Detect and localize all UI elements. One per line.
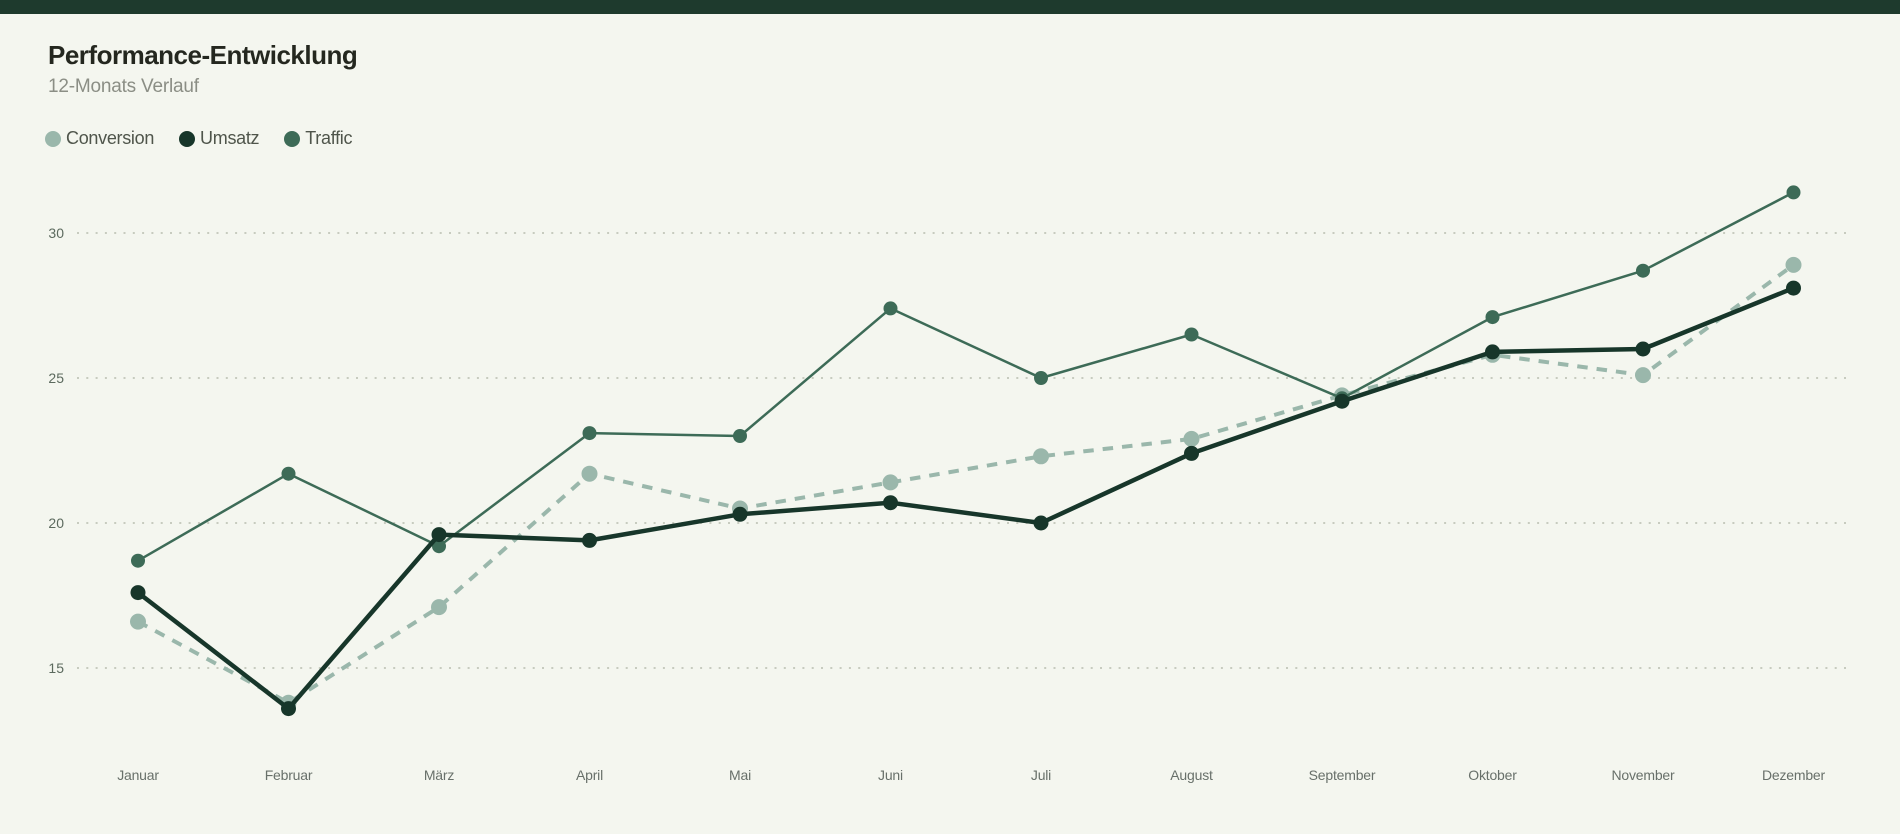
x-tick-label: September: [1309, 767, 1376, 783]
data-point-umsatz-august[interactable]: [1184, 445, 1199, 461]
page-title: Performance-Entwicklung: [48, 40, 358, 70]
legend-label: Umsatz: [200, 128, 260, 148]
data-point-umsatz-dezember[interactable]: [1786, 280, 1801, 296]
data-point-conversion-juni[interactable]: [882, 474, 899, 491]
y-axis-labels: 30 25 20 15: [48, 225, 64, 676]
x-tick-label: Oktober: [1468, 767, 1517, 783]
y-tick-label: 30: [48, 225, 64, 241]
y-tick-label: 25: [48, 370, 64, 386]
x-tick-label: Mai: [729, 767, 751, 783]
series-line-conversion: [137, 263, 1795, 705]
x-axis-labels: Januar Februar März April Mai Juni Juli August S…: [117, 767, 1826, 783]
data-point-traffic-märz[interactable]: [432, 539, 446, 554]
x-tick-label: Januar: [117, 767, 159, 783]
page-subtitle: 12-Monats Verlauf: [48, 76, 199, 97]
data-point-conversion-märz[interactable]: [431, 599, 447, 616]
legend-item-conversion[interactable]: Conversion: [45, 128, 154, 149]
data-point-umsatz-oktober[interactable]: [1485, 344, 1500, 360]
chart-header: Performance-Entwicklung 12-Monats Verlau…: [48, 40, 358, 99]
data-point-conversion-dezember[interactable]: [1785, 256, 1802, 273]
series-conversion: [130, 256, 1802, 711]
data-point-traffic-februar[interactable]: [281, 466, 296, 481]
y-tick-label: 15: [48, 660, 64, 676]
data-point-conversion-april[interactable]: [581, 465, 598, 482]
x-tick-label: Juli: [1031, 767, 1051, 783]
data-point-umsatz-mai[interactable]: [732, 506, 748, 522]
data-point-traffic-november[interactable]: [1636, 263, 1650, 278]
x-tick-label: Februar: [265, 767, 313, 783]
data-point-conversion-august[interactable]: [1183, 430, 1200, 447]
data-point-traffic-januar[interactable]: [131, 553, 145, 568]
legend-item-traffic[interactable]: Traffic: [284, 128, 352, 149]
x-tick-label: März: [424, 767, 455, 783]
y-tick-label: 20: [48, 515, 64, 531]
legend-dot-umsatz: [179, 130, 196, 147]
x-tick-label: Juni: [878, 767, 903, 783]
x-tick-label: August: [1170, 767, 1213, 783]
data-point-umsatz-juni[interactable]: [883, 495, 898, 511]
x-tick-label: Dezember: [1762, 767, 1826, 783]
data-point-traffic-august[interactable]: [1184, 327, 1199, 342]
legend-item-umsatz[interactable]: Umsatz: [179, 128, 260, 149]
data-point-umsatz-februar[interactable]: [281, 701, 296, 717]
data-point-umsatz-januar[interactable]: [130, 585, 146, 601]
series-traffic: [131, 185, 1801, 568]
series-line-umsatz: [135, 285, 1796, 711]
legend-dot-conversion: [45, 130, 61, 147]
top-accent-bar: [0, 0, 1900, 14]
x-tick-label: April: [576, 767, 603, 783]
data-point-umsatz-juli[interactable]: [1033, 515, 1049, 531]
data-point-traffic-juli[interactable]: [1034, 371, 1048, 385]
data-point-umsatz-märz[interactable]: [431, 527, 447, 543]
data-point-conversion-november[interactable]: [1635, 367, 1651, 384]
data-point-umsatz-september[interactable]: [1334, 393, 1350, 409]
data-point-traffic-dezember[interactable]: [1786, 185, 1801, 200]
legend-label: Traffic: [305, 128, 353, 148]
data-point-traffic-oktober[interactable]: [1485, 310, 1500, 325]
x-tick-label: November: [1612, 767, 1676, 783]
data-point-traffic-april[interactable]: [582, 426, 597, 441]
data-point-conversion-juli[interactable]: [1033, 448, 1049, 465]
data-point-umsatz-april[interactable]: [582, 532, 597, 548]
data-point-traffic-mai[interactable]: [733, 429, 747, 443]
gridlines: [77, 232, 1852, 669]
series-line-traffic: [136, 191, 1795, 562]
data-point-traffic-juni[interactable]: [883, 301, 898, 316]
data-point-conversion-januar[interactable]: [130, 613, 146, 630]
legend-dot-traffic: [284, 130, 301, 147]
data-point-umsatz-november[interactable]: [1635, 341, 1651, 357]
legend-label: Conversion: [66, 128, 155, 148]
chart-legend: Conversion Umsatz Traffic: [45, 128, 352, 149]
series-umsatz: [130, 280, 1801, 717]
